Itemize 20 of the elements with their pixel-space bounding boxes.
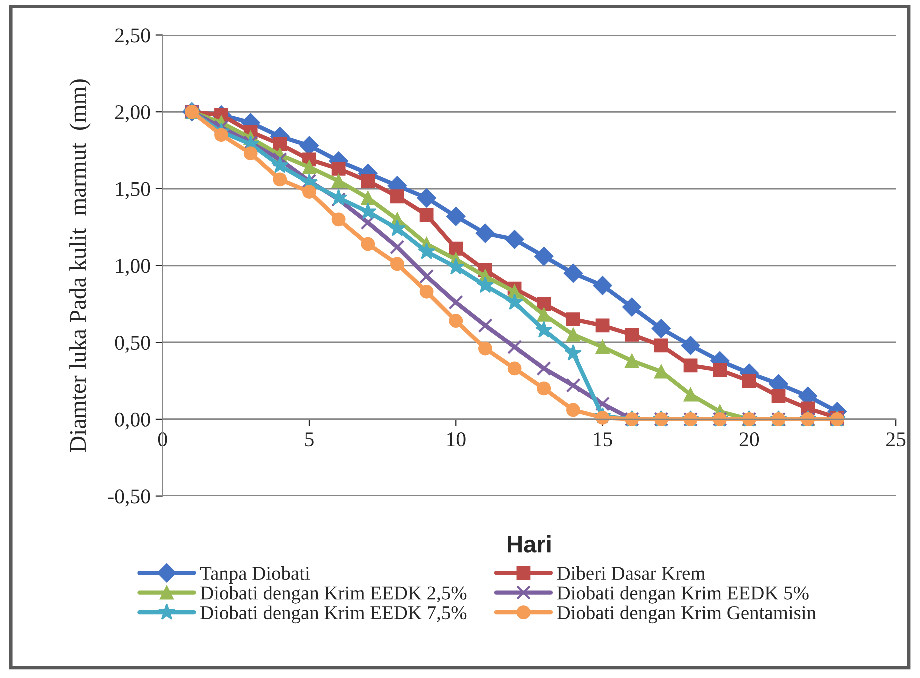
y-axis-title: Diamter luka Pada kulit marmut (mm) xyxy=(70,80,91,452)
legend-label: Tanpa Diobati xyxy=(200,566,310,584)
legend-label: Diobati dengan Krim EEDK 5% xyxy=(557,586,809,604)
y-tick-label: 2,00 xyxy=(115,105,150,123)
x-tick-label: 25 xyxy=(886,432,906,447)
legend-label: Diberi Dasar Krem xyxy=(557,566,706,580)
x-tick-label: 5 xyxy=(305,432,314,447)
y-tick-label: 0,00 xyxy=(115,412,150,430)
legend-label: Diobati dengan Krim EEDK 7,5% xyxy=(200,606,467,624)
legend-label: Diobati dengan Krim Gentamisin xyxy=(557,606,816,624)
x-tick-label: 15 xyxy=(594,432,612,447)
y-tick-label: -0,50 xyxy=(108,490,150,507)
x-tick-label: 20 xyxy=(740,432,760,447)
legend-label: Diobati dengan Krim EEDK 2,5% xyxy=(200,586,467,604)
y-tick-label: 2,50 xyxy=(115,28,150,46)
y-tick-label: 0,50 xyxy=(115,336,150,354)
y-tick-label: 1,50 xyxy=(116,182,150,200)
x-tick-label: 10 xyxy=(448,432,466,447)
y-tick-label: 1,00 xyxy=(116,259,150,276)
x-axis-title: Hari xyxy=(508,535,551,553)
